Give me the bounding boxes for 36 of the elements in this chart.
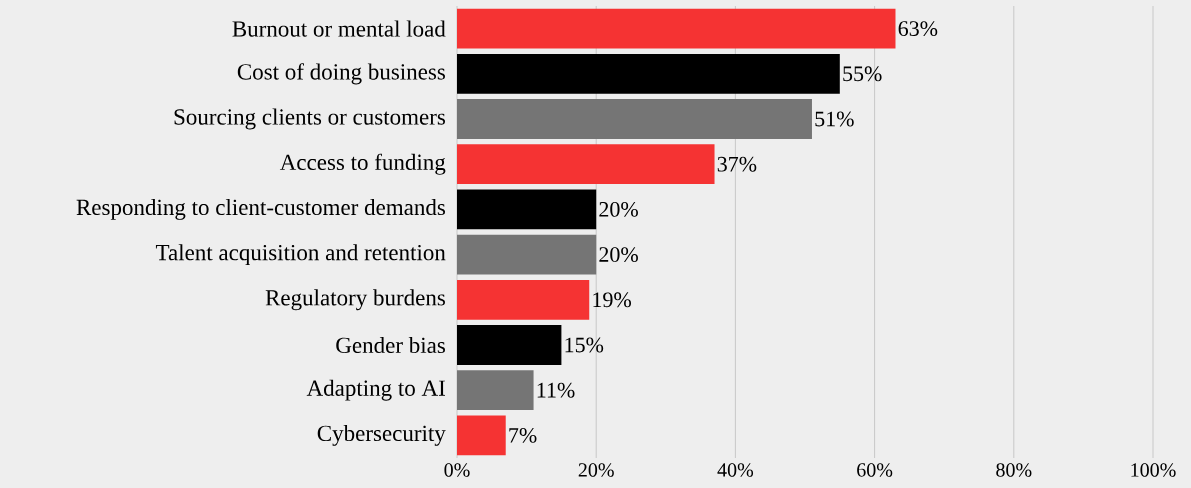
data-label: 11% <box>537 382 575 398</box>
data-label: 63% <box>898 21 938 37</box>
x-tick-label: 20% <box>578 463 614 477</box>
data-label: 55% <box>843 66 882 82</box>
bar <box>457 53 840 94</box>
data-label: 51% <box>815 111 854 127</box>
y-tick-label: Cybersecurity <box>317 424 446 446</box>
bar <box>457 8 896 49</box>
data-label: 20% <box>599 247 638 263</box>
bar <box>457 144 715 185</box>
x-tick-label: 40% <box>717 463 754 477</box>
bar <box>457 325 562 365</box>
x-tick-label: 80% <box>996 463 1032 477</box>
x-tick-label: 0% <box>444 463 470 477</box>
y-tick-label: Gender bias <box>336 336 445 354</box>
data-label: 19% <box>593 292 632 308</box>
y-tick-label: Access to funding <box>279 153 446 175</box>
data-label: 37% <box>717 156 757 172</box>
data-label: 7% <box>509 427 537 443</box>
bar <box>457 99 812 139</box>
bar <box>457 415 506 456</box>
bar <box>457 279 590 320</box>
data-label: 15% <box>565 337 604 353</box>
bar <box>457 370 534 411</box>
y-tick-label: Responding to client-customer demands <box>76 198 446 220</box>
y-tick-label: Regulatory burdens <box>265 289 445 311</box>
y-tick-label: Cost of doing business <box>237 63 445 85</box>
y-tick-label: Burnout or mental load <box>232 20 446 37</box>
bar <box>457 234 597 275</box>
bar <box>457 189 597 230</box>
y-tick-label: Sourcing clients or customers <box>174 108 445 130</box>
data-label: 20% <box>599 201 638 217</box>
x-tick-label: 60% <box>857 463 893 477</box>
x-tick-label: 100% <box>1131 463 1176 477</box>
y-tick-label: Adapting to AI <box>306 379 445 401</box>
y-tick-label: Talent acquisition and retention <box>155 244 446 266</box>
